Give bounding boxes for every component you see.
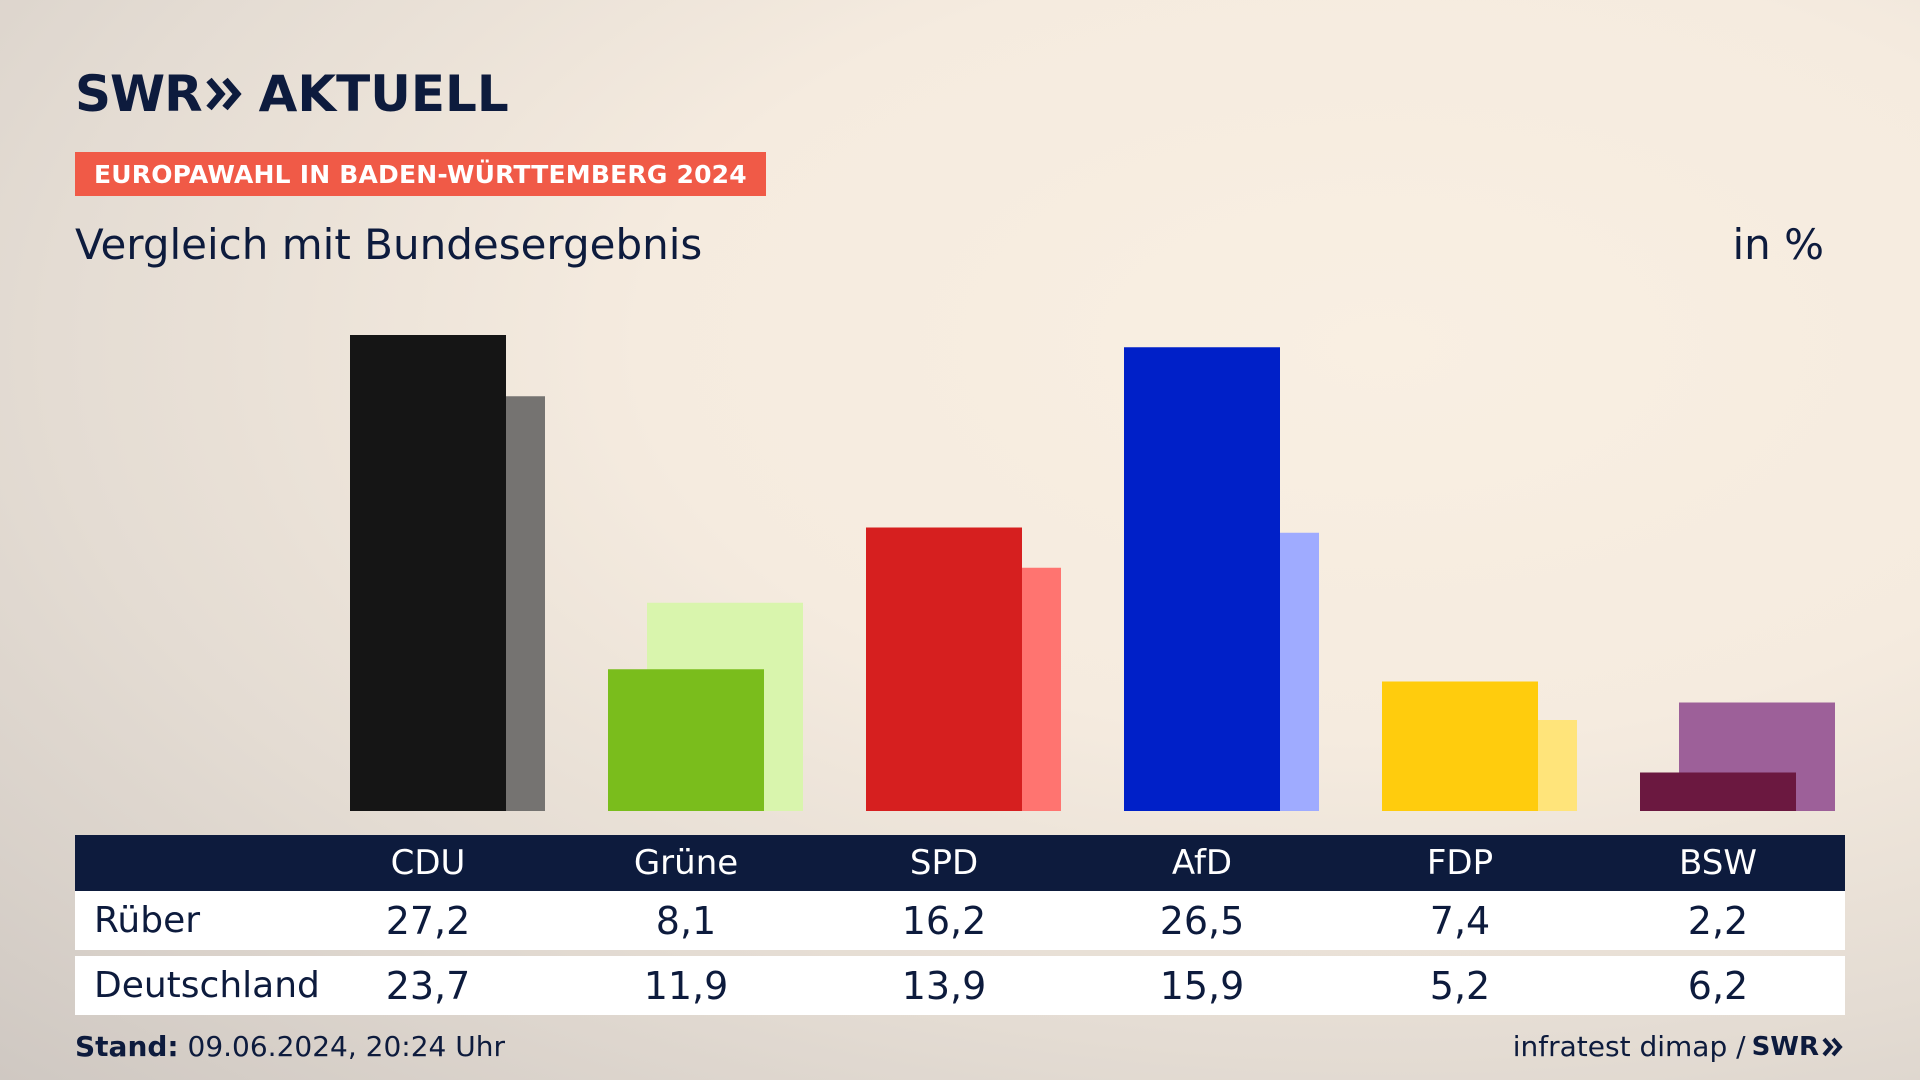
column-header-afd: AfD bbox=[1171, 843, 1233, 883]
column-header-bsw: BSW bbox=[1679, 843, 1757, 883]
stand-value: 09.06.2024, 20:24 Uhr bbox=[178, 1030, 505, 1063]
bar-chart bbox=[350, 335, 1835, 811]
column-header-cdu: CDU bbox=[390, 843, 466, 883]
series-rueber-bars bbox=[350, 335, 1796, 811]
source-brand: SWR bbox=[1751, 1031, 1819, 1062]
bar-rueber-afd bbox=[1124, 347, 1280, 811]
double-chevron-icon bbox=[206, 77, 242, 111]
timestamp: Stand: 09.06.2024, 20:24 Uhr bbox=[75, 1030, 505, 1063]
source-text: infratest dimap / bbox=[1512, 1030, 1746, 1063]
stand-label: Stand: bbox=[75, 1030, 179, 1063]
row-label-rueber: Rüber bbox=[94, 900, 201, 941]
bar-rueber-fdp bbox=[1382, 681, 1538, 811]
small-double-chevron-icon bbox=[1822, 1037, 1843, 1056]
value-deutschland-fdp: 5,2 bbox=[1429, 963, 1491, 1008]
logo-swr-text: SWR bbox=[75, 65, 203, 123]
chart-subtitle: Vergleich mit Bundesergebnis bbox=[75, 220, 703, 269]
series-deutschland-bars bbox=[389, 396, 1835, 811]
value-deutschland-spd: 13,9 bbox=[901, 963, 987, 1008]
value-rueber-afd: 26,5 bbox=[1159, 898, 1245, 943]
table-row-deutschland: Deutschland 23,7 11,9 13,9 15,9 5,2 6,2 bbox=[75, 956, 1845, 1015]
value-rueber-gruene: 8,1 bbox=[655, 898, 717, 943]
bar-rueber-bsw bbox=[1640, 772, 1796, 811]
source-credit: infratest dimap / SWR bbox=[1513, 1030, 1845, 1063]
bar-rueber-cdu bbox=[350, 335, 506, 811]
logo-aktuell-text: AKTUELL bbox=[258, 65, 509, 123]
swr-aktuell-logo: SWR AKTUELL bbox=[75, 64, 509, 124]
value-deutschland-afd: 15,9 bbox=[1159, 963, 1245, 1008]
value-rueber-spd: 16,2 bbox=[901, 898, 987, 943]
bar-rueber-spd bbox=[866, 527, 1022, 811]
column-header-fdp: FDP bbox=[1426, 843, 1494, 883]
table-header: CDU Grüne SPD AfD FDP BSW bbox=[75, 835, 1845, 891]
results-table: CDU Grüne SPD AfD FDP BSW Rüber 27,2 8,1 16,2 26… bbox=[75, 835, 1845, 1015]
value-deutschland-gruene: 11,9 bbox=[643, 963, 729, 1008]
row-label-deutschland: Deutschland bbox=[94, 965, 320, 1006]
table-row-rueber: Rüber 27,2 8,1 16,2 26,5 7,4 2,2 bbox=[75, 891, 1845, 950]
bar-rueber-gruene bbox=[608, 669, 764, 811]
election-badge: EUROPAWAHL IN BADEN-WÜRTTEMBERG 2024 bbox=[75, 152, 766, 196]
column-header-spd: SPD bbox=[909, 843, 979, 883]
value-rueber-cdu: 27,2 bbox=[385, 898, 471, 943]
value-rueber-fdp: 7,4 bbox=[1429, 898, 1491, 943]
value-deutschland-cdu: 23,7 bbox=[385, 963, 471, 1008]
unit-label: in % bbox=[1732, 220, 1824, 269]
column-header-gruene: Grüne bbox=[633, 843, 739, 883]
value-deutschland-bsw: 6,2 bbox=[1687, 963, 1749, 1008]
value-rueber-bsw: 2,2 bbox=[1687, 898, 1749, 943]
